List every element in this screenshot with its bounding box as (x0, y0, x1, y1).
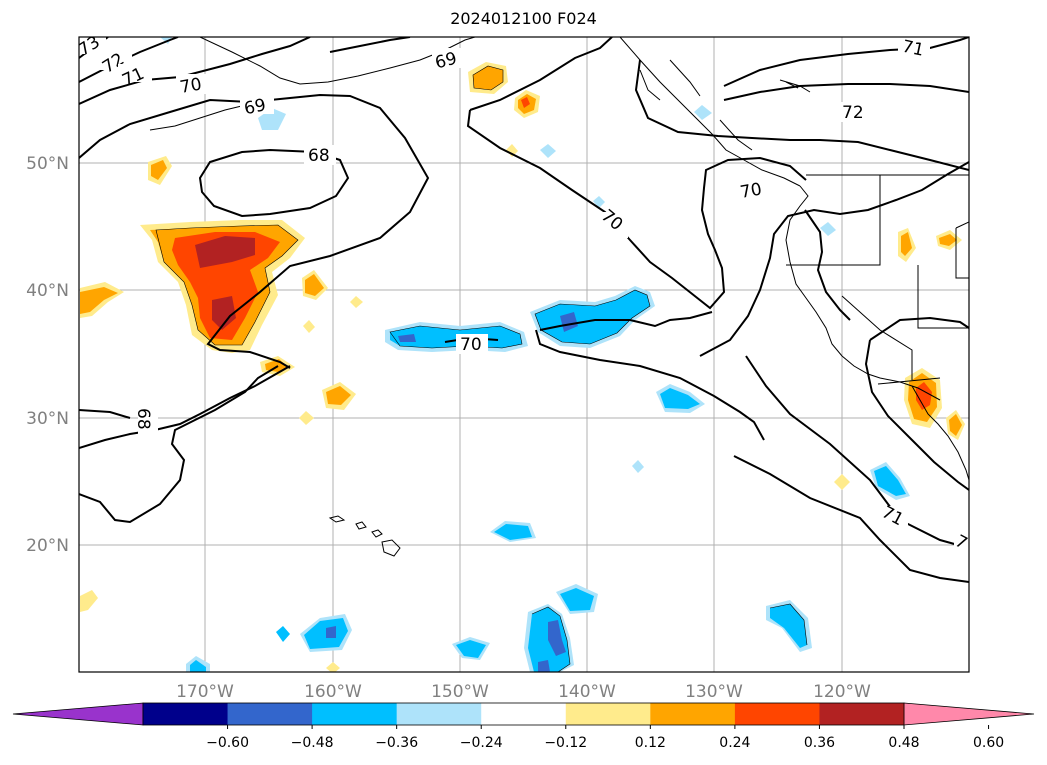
colorbar-segment (650, 703, 736, 725)
longitude-labels: 170°W 160°W 150°W 140°W 130°W 120°W (176, 682, 871, 702)
lon-label-130w: 130°W (685, 682, 743, 702)
colorbar-under-extend (12, 702, 144, 726)
lat-label-20n: 20°N (26, 536, 69, 556)
colorbar-segment (227, 703, 313, 725)
colorbar-tick-label: −0.36 (375, 735, 418, 751)
coastlines (149, 37, 969, 557)
contour-label: 72 (842, 103, 864, 123)
contour-label: 70 (460, 335, 482, 355)
colorbar-over-extend (903, 702, 1035, 726)
colorbar-frame (142, 702, 905, 726)
anomaly-outlines (155, 65, 808, 672)
colorbar-tick-label: −0.24 (460, 735, 503, 751)
colorbar-segment (565, 703, 651, 725)
contour-labels: 73 72 71 70 69 68 69 70 71 72 70 70 68 (79, 37, 969, 554)
contour-label: 68 (308, 146, 330, 166)
colorbar-tick-label: 0.24 (719, 735, 750, 751)
contour-label: 71 (900, 37, 925, 61)
colorbar-segment (312, 703, 398, 725)
colorbar-segment (143, 703, 229, 725)
map-frame-bg (79, 37, 969, 672)
lon-label-170w: 170°W (176, 682, 234, 702)
lon-label-120w: 120°W (813, 682, 871, 702)
colorbar: −0.60 −0.48 −0.36 −0.24 −0.12 0.12 0.24 0.36 0.4… (12, 702, 1035, 751)
negative-anomaly-shading (160, 37, 910, 672)
graticule (79, 37, 969, 672)
lon-label-140w: 140°W (558, 682, 616, 702)
colorbar-tick-label: −0.60 (206, 735, 249, 751)
colorbar-tick-label: 0.60 (973, 735, 1004, 751)
contour-label: 69 (242, 95, 267, 119)
lat-label-30n: 30°N (26, 409, 69, 429)
contour-label: 70 (178, 74, 203, 97)
lon-label-150w: 150°W (431, 682, 489, 702)
colorbar-tick-label: 0.48 (888, 735, 919, 751)
map-title: 2024012100 F024 (450, 9, 597, 28)
colorbar-segment (396, 703, 482, 725)
colorbar-segment (481, 703, 567, 725)
colorbar-tick-label: −0.48 (291, 735, 334, 751)
lat-label-50n: 50°N (26, 154, 69, 174)
colorbar-segment (819, 703, 905, 725)
map-content: 73 72 71 70 69 68 69 70 71 72 70 70 68 (79, 37, 969, 672)
map-frame (78, 36, 970, 673)
lat-label-40n: 40°N (26, 281, 69, 301)
colorbar-tick-label: 0.12 (635, 735, 666, 751)
contour-label: 68 (133, 408, 153, 430)
colorbar-segment (734, 703, 820, 725)
colorbar-tick-label: 0.36 (804, 735, 835, 751)
contour-label: 70 (739, 179, 764, 202)
lon-label-160w: 160°W (304, 682, 362, 702)
latitude-labels: 50°N 40°N 30°N 20°N (26, 154, 69, 556)
colorbar-tick-label: −0.12 (544, 735, 587, 751)
